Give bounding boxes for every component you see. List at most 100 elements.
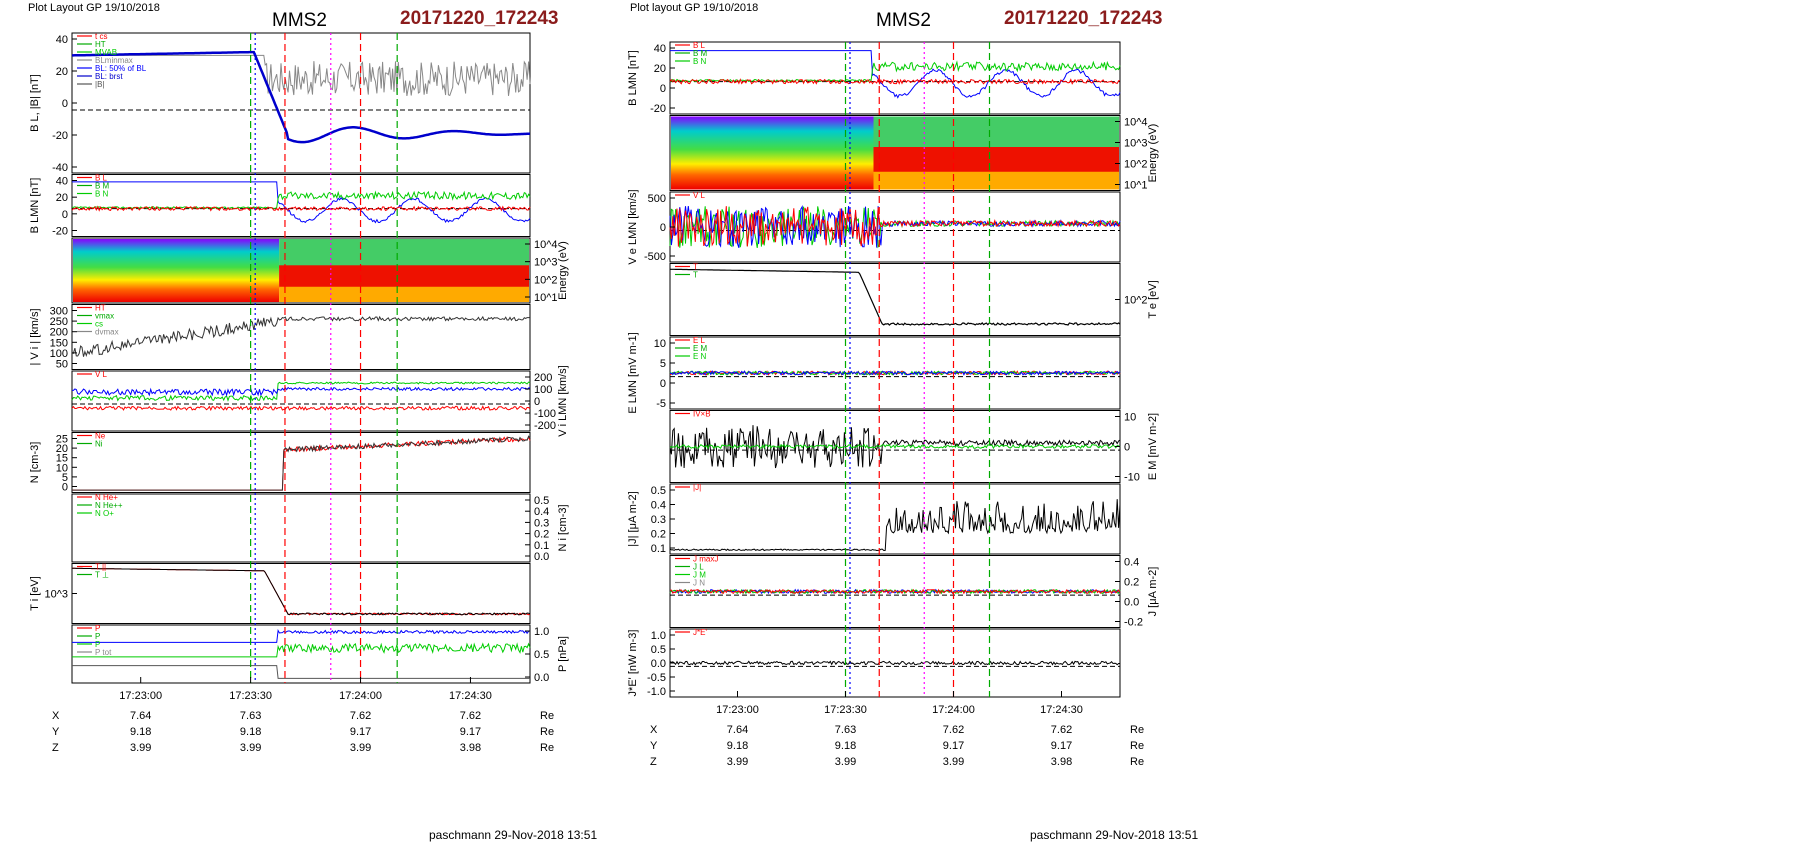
- panel-frame: [71, 432, 531, 493]
- y-tick-label: 10^2: [534, 274, 558, 286]
- y-tick-label: 0: [62, 482, 68, 494]
- orbit-coord-value: 3.99: [943, 756, 964, 768]
- y-tick-label: 0: [534, 396, 540, 408]
- y-tick-label: 25: [56, 434, 68, 446]
- y-tick-label: 0.2: [534, 529, 549, 541]
- time-tick-label: 17:23:30: [229, 690, 272, 702]
- legend-entry: J maxJ: [693, 555, 718, 564]
- y-tick-label: 10: [1124, 412, 1136, 424]
- y-axis-label: B L, |B| [nT]: [29, 74, 41, 132]
- trace-e-lmn-2: [669, 370, 1121, 376]
- trace-ti-1: [72, 567, 531, 616]
- legend-entry: B M: [693, 49, 708, 58]
- y-tick-label: 0.2: [651, 529, 666, 541]
- y-tick-label: 0: [660, 222, 666, 234]
- y-tick-label: 20: [654, 63, 666, 75]
- orbit-coord-label: Z: [52, 742, 59, 754]
- y-tick-label: 10^4: [534, 239, 558, 251]
- y-axis-label: T e [eV]: [1147, 280, 1159, 318]
- time-tick-label: 17:24:30: [1040, 704, 1083, 716]
- y-tick-label: 0.0: [534, 551, 549, 563]
- y-axis-label: B LMN [nT]: [627, 50, 639, 106]
- panel-frame: [71, 174, 531, 237]
- y-tick-label: 10: [56, 462, 68, 474]
- legend-entry: Ne: [95, 432, 106, 441]
- y-tick-label: 500: [648, 193, 666, 205]
- y-tick-label: 0.4: [1124, 557, 1139, 569]
- panel-ion-spec: 10^4 10^3 10^2 10^1 Energy (eV): [71, 237, 569, 304]
- spectrogram-after-high: [873, 116, 1119, 151]
- legend-entry: cs: [95, 320, 103, 329]
- y-tick-label: 20: [56, 443, 68, 455]
- y-tick-label: 250: [50, 316, 68, 328]
- legend-entry: J*E': [693, 628, 707, 637]
- trace-density-0: [72, 435, 531, 491]
- orbit-coord-value: 3.99: [130, 742, 151, 754]
- y-tick-label: 0: [62, 209, 68, 221]
- y-tick-label: 0: [660, 378, 666, 390]
- orbit-coord-value: 7.64: [727, 724, 748, 736]
- spectrogram-before: [671, 116, 874, 190]
- y-tick-label: 40: [56, 34, 68, 46]
- orbit-unit: Re: [540, 726, 554, 738]
- y-tick-label: -5: [656, 398, 666, 410]
- orbit-coord-value: 7.63: [240, 710, 261, 722]
- y-tick-label: 10^1: [534, 292, 558, 304]
- y-tick-label: 10^3: [1124, 138, 1148, 150]
- orbit-coord-value: 3.98: [1051, 756, 1072, 768]
- y-tick-label: -0.5: [647, 672, 666, 684]
- trace-b-lmn-0: [72, 181, 531, 224]
- orbit-unit: Re: [1130, 740, 1144, 752]
- orbit-coord-value: 7.64: [130, 710, 151, 722]
- orbit-coord-value: 9.18: [835, 740, 856, 752]
- legend-entry: T: [693, 263, 698, 272]
- y-axis-label: P [nPa]: [557, 636, 569, 672]
- y-tick-label: 20: [56, 192, 68, 204]
- orbit-unit: Re: [1130, 724, 1144, 736]
- panel-em: 10 0 -10 E M [mV m-2] IV×B: [669, 410, 1159, 484]
- legend-entry: HT: [95, 304, 106, 313]
- panel-frame: [71, 493, 531, 563]
- legend-entry: |B|: [95, 80, 105, 89]
- y-tick-label: 10^2: [1124, 159, 1148, 171]
- orbit-coord-label: X: [650, 724, 658, 736]
- layout-label: Plot layout GP 19/10/2018: [630, 2, 759, 14]
- orbit-unit: Re: [540, 742, 554, 754]
- time-tick-label: 17:23:30: [824, 704, 867, 716]
- y-tick-label: 10^3: [534, 257, 558, 269]
- legend-entry: B N: [95, 190, 109, 199]
- panel-jmag: 0.5 0.4 0.3 0.2 0.1 |J| [μA m-2] |J|: [627, 483, 1121, 555]
- y-tick-label: 0: [62, 98, 68, 110]
- panel-bl-absb: 40 20 0 -20 -40 B L, |B| [nT] t csHTMVABBLminm…: [29, 32, 531, 174]
- y-tick-label: 0.4: [534, 506, 549, 518]
- legend-entry: vmax: [95, 312, 114, 321]
- trace-ti-0: [72, 567, 531, 616]
- y-tick-label: -10: [1124, 472, 1140, 484]
- legend-entry: B N: [693, 57, 707, 66]
- orbit-coord-value: 9.18: [727, 740, 748, 752]
- legend-entry: |J|: [693, 483, 701, 492]
- time-tick-label: 17:23:00: [716, 704, 759, 716]
- trace-b-lmn-2: [71, 205, 531, 212]
- orbit-coord-value: 9.17: [460, 726, 481, 738]
- y-tick-label: 5: [62, 472, 68, 484]
- trace-vi-lmn-1: [72, 386, 531, 397]
- orbit-coord-value: 3.99: [240, 742, 261, 754]
- orbit-coord-value: 3.99: [835, 756, 856, 768]
- legend-entry: dvmax: [95, 328, 119, 337]
- spectrogram-before: [73, 239, 280, 302]
- legend-entry: Ni: [95, 440, 103, 449]
- orbit-coord-value: 3.99: [727, 756, 748, 768]
- legend-entry: BL: 50% of BL: [95, 64, 147, 73]
- legend-entry: T ||: [95, 563, 106, 572]
- legend-entry: P: [95, 640, 100, 649]
- y-tick-label: 0.5: [651, 485, 666, 497]
- y-tick-label: 0: [660, 83, 666, 95]
- y-tick-label: -200: [534, 420, 556, 432]
- orbit-coord-value: 7.63: [835, 724, 856, 736]
